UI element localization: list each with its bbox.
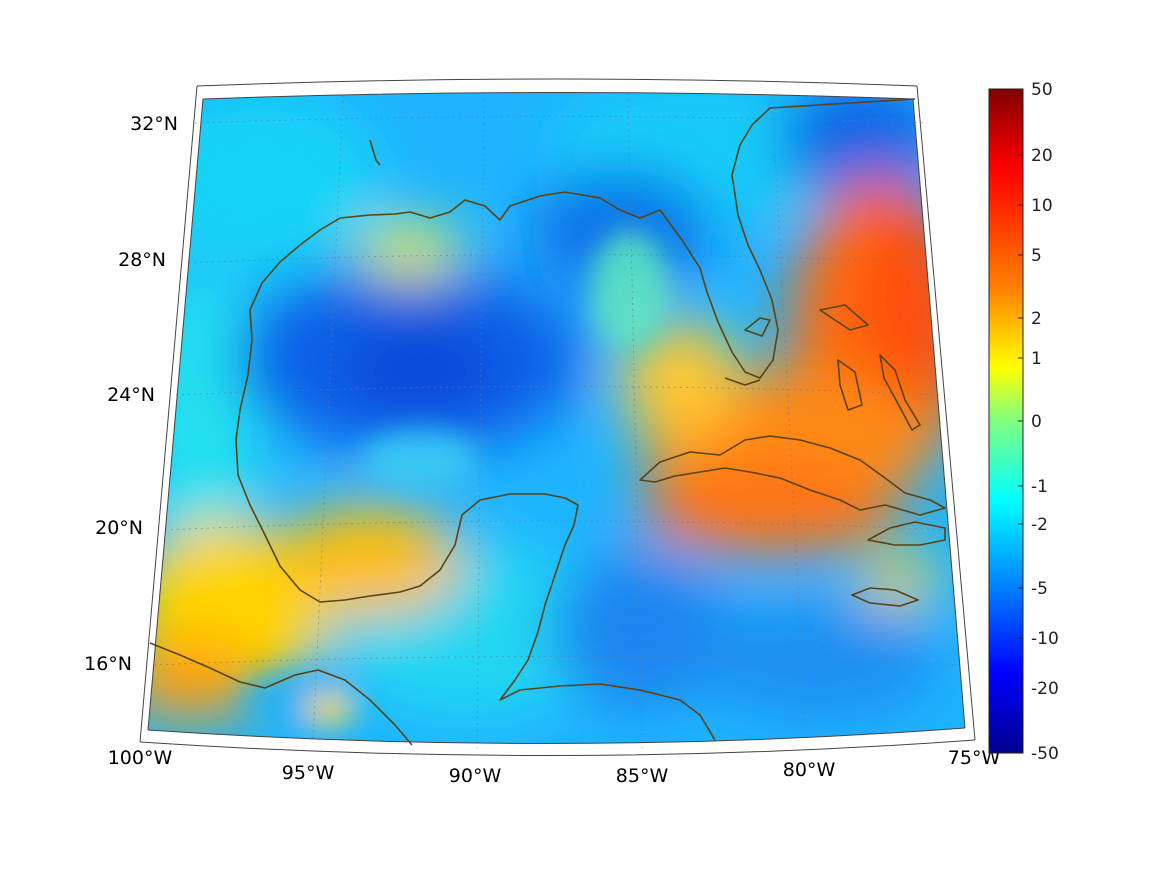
lon-label-85w: 85°W (616, 765, 669, 787)
lon-label-80w: 80°W (783, 759, 836, 781)
colorbar-label: 0 (1031, 412, 1042, 432)
colorbar-label: -20 (1031, 679, 1059, 699)
coastlines (149, 98, 946, 746)
lon-label-75w: 75°W (948, 747, 1001, 769)
colorbar-label: -5 (1031, 579, 1048, 599)
lat-label-28n: 28°N (118, 249, 166, 271)
colorbar-label: -2 (1031, 515, 1048, 535)
map-frame (139, 78, 976, 757)
colorbar-label: 50 (1031, 80, 1053, 100)
colorbar-label: 5 (1031, 246, 1042, 266)
lon-label-90w: 90°W (449, 765, 502, 787)
lat-label-24n: 24°N (107, 384, 155, 406)
lon-label-95w: 95°W (282, 762, 335, 784)
colorbar-gradient (988, 88, 1024, 754)
lat-label-32n: 32°N (130, 113, 178, 135)
latitude-labels: 32°N 28°N 24°N 20°N 16°N (84, 113, 178, 675)
colorbar-ticks (1018, 88, 1023, 754)
lat-label-20n: 20°N (95, 517, 143, 539)
lon-label-100w: 100°W (108, 747, 173, 769)
graticule (147, 92, 966, 749)
colorbar-label: 2 (1031, 309, 1042, 329)
longitude-labels: 100°W 95°W 90°W 85°W 80°W 75°W (108, 747, 1001, 787)
colorbar: 50 20 10 5 2 1 0 -1 -2 -5 -10 -20 -50 (988, 80, 1059, 764)
data-field (148, 92, 965, 744)
colorbar-label: 20 (1031, 146, 1053, 166)
lat-label-16n: 16°N (84, 653, 132, 675)
colorbar-label: -1 (1031, 477, 1048, 497)
colorbar-labels: 50 20 10 5 2 1 0 -1 -2 -5 -10 -20 -50 (1031, 80, 1059, 764)
colorbar-label: -50 (1031, 744, 1059, 764)
colorbar-label: 10 (1031, 196, 1053, 216)
colorbar-label: -10 (1031, 629, 1059, 649)
colorbar-label: 1 (1031, 349, 1042, 369)
